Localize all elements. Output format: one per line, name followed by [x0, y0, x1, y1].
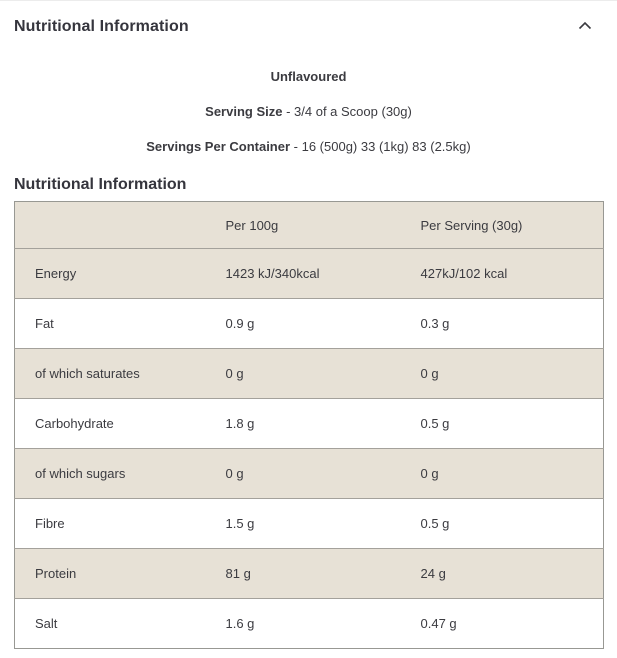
value-per-serving: 0 g — [420, 466, 439, 481]
serving-size-line: Serving Size - 3/4 of a Scoop (30g) — [205, 104, 412, 119]
row-label: Salt — [35, 616, 58, 631]
table-header-row: Per 100g Per Serving (30g) — [14, 201, 604, 249]
value-per-100g: 0.9 g — [225, 316, 255, 331]
value-per-100g: 1423 kJ/340kcal — [225, 266, 320, 281]
table-row: Fat 0.9 g 0.3 g — [14, 298, 604, 349]
value-per-serving: 24 g — [420, 566, 446, 581]
table-row: Energy 1423 kJ/340kcal 427kJ/102 kcal — [14, 248, 604, 299]
value-per-100g: 0 g — [225, 466, 244, 481]
table-body: Energy 1423 kJ/340kcal 427kJ/102 kcal Fat 0.… — [14, 248, 604, 649]
table-row: of which sugars 0 g 0 g — [14, 448, 604, 499]
row-label: Fibre — [35, 516, 65, 531]
value-per-serving: 0.5 g — [420, 416, 450, 431]
value-per-serving: 0 g — [420, 366, 439, 381]
nutrition-table: Per 100g Per Serving (30g) Energy 1423 kJ… — [14, 201, 604, 649]
table-row: Protein 81 g 24 g — [14, 548, 604, 599]
value-per-100g: 81 g — [225, 566, 251, 581]
column-header-per-100g: Per 100g — [225, 217, 279, 233]
row-label: Energy — [35, 266, 77, 281]
value-per-100g: 1.6 g — [225, 616, 255, 631]
value-per-serving: 427kJ/102 kcal — [420, 266, 508, 281]
value-per-100g: 1.8 g — [225, 416, 255, 431]
table-heading: Nutritional Information — [14, 176, 187, 193]
value-per-serving: 0.47 g — [420, 616, 457, 631]
serving-info-section: Unflavoured Serving Size - 3/4 of a Scoo… — [0, 38, 617, 154]
value-per-serving: 0.5 g — [420, 516, 450, 531]
row-label: Carbohydrate — [35, 416, 114, 431]
row-label: Protein — [35, 566, 77, 581]
servings-per-container-line: Servings Per Container - 16 (500g) 33 (1… — [146, 139, 471, 154]
flavour-name: Unflavoured — [270, 69, 347, 84]
column-header-empty — [15, 202, 206, 249]
value-per-serving: 0.3 g — [420, 316, 450, 331]
column-header-per-serving: Per Serving (30g) — [420, 217, 523, 233]
accordion-header[interactable]: Nutritional Information — [0, 0, 617, 38]
table-row: Carbohydrate 1.8 g 0.5 g — [14, 398, 604, 449]
row-label: Fat — [35, 316, 54, 331]
value-per-100g: 0 g — [225, 366, 244, 381]
table-row: Fibre 1.5 g 0.5 g — [14, 498, 604, 549]
accordion-title: Nutritional Information — [14, 18, 189, 35]
table-row: Salt 1.6 g 0.47 g — [14, 598, 604, 649]
row-label: of which sugars — [35, 466, 126, 481]
table-row: of which saturates 0 g 0 g — [14, 348, 604, 399]
row-label: of which saturates — [35, 366, 140, 381]
chevron-up-icon[interactable] — [578, 21, 592, 30]
value-per-100g: 1.5 g — [225, 516, 255, 531]
